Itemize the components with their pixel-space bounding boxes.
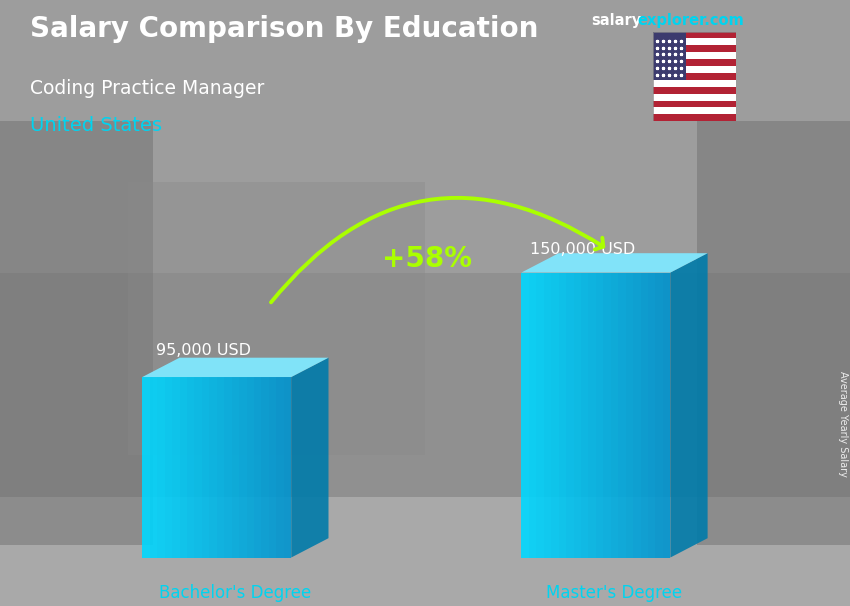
Bar xyxy=(0,497,850,606)
Bar xyxy=(648,273,655,558)
Bar xyxy=(551,273,558,558)
Bar xyxy=(224,377,232,558)
Bar xyxy=(239,377,246,558)
Bar xyxy=(655,273,663,558)
Bar xyxy=(157,377,165,558)
Bar xyxy=(246,377,254,558)
Bar xyxy=(276,377,284,558)
Bar xyxy=(633,273,641,558)
Polygon shape xyxy=(521,253,707,273)
Bar xyxy=(0,0,850,273)
Bar xyxy=(262,377,269,558)
Bar xyxy=(172,377,179,558)
Bar xyxy=(653,66,736,73)
Bar xyxy=(536,273,544,558)
Bar xyxy=(596,273,603,558)
Bar xyxy=(269,377,276,558)
Bar xyxy=(142,377,150,558)
Bar xyxy=(653,32,736,38)
Bar xyxy=(195,377,202,558)
Bar xyxy=(179,377,187,558)
Bar xyxy=(653,93,736,101)
Bar xyxy=(653,59,736,66)
Bar xyxy=(566,273,574,558)
Bar xyxy=(653,73,736,80)
Bar xyxy=(150,377,157,558)
Polygon shape xyxy=(142,358,328,377)
Bar xyxy=(0,121,153,545)
Text: explorer.com: explorer.com xyxy=(638,13,745,28)
Bar xyxy=(663,273,671,558)
Bar xyxy=(588,273,596,558)
Bar xyxy=(653,45,736,52)
Text: +58%: +58% xyxy=(382,245,472,273)
Bar xyxy=(626,273,633,558)
Bar xyxy=(618,273,626,558)
Text: Bachelor's Degree: Bachelor's Degree xyxy=(159,584,312,602)
Bar xyxy=(165,377,172,558)
Text: United States: United States xyxy=(30,116,162,135)
Text: Salary Comparison By Education: Salary Comparison By Education xyxy=(30,15,538,43)
Bar xyxy=(574,273,581,558)
Bar xyxy=(653,52,736,59)
Text: 150,000 USD: 150,000 USD xyxy=(530,242,635,258)
Bar xyxy=(209,377,217,558)
Text: Master's Degree: Master's Degree xyxy=(547,584,683,602)
Bar xyxy=(254,377,262,558)
Bar xyxy=(653,32,686,80)
Bar xyxy=(604,273,611,558)
Bar xyxy=(558,273,566,558)
Text: Average Yearly Salary: Average Yearly Salary xyxy=(838,371,848,477)
Bar xyxy=(611,273,618,558)
Bar xyxy=(521,273,529,558)
Bar xyxy=(187,377,195,558)
Bar xyxy=(653,38,736,45)
Bar xyxy=(217,377,224,558)
Text: 95,000 USD: 95,000 USD xyxy=(156,343,251,358)
Bar xyxy=(581,273,588,558)
Bar xyxy=(653,87,736,93)
Bar xyxy=(544,273,551,558)
Text: Coding Practice Manager: Coding Practice Manager xyxy=(30,79,264,98)
Bar xyxy=(529,273,536,558)
Bar xyxy=(128,182,425,454)
Bar xyxy=(284,377,292,558)
Bar xyxy=(202,377,209,558)
Bar xyxy=(653,101,736,107)
Bar xyxy=(653,115,736,121)
Bar xyxy=(653,80,736,87)
Polygon shape xyxy=(671,253,707,558)
Bar xyxy=(641,273,648,558)
Bar xyxy=(653,107,736,115)
Bar xyxy=(697,121,850,545)
Polygon shape xyxy=(292,358,328,558)
Text: salary: salary xyxy=(591,13,641,28)
Bar xyxy=(232,377,239,558)
